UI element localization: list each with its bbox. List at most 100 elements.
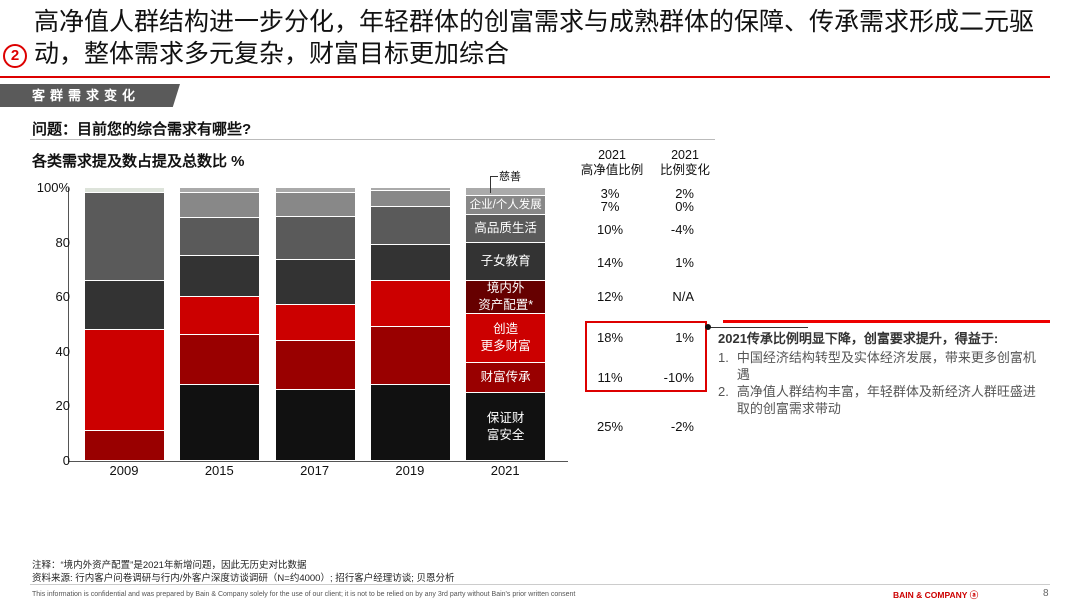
bar-segment: [466, 313, 546, 363]
logo-mark-icon: ⓐ: [969, 590, 979, 600]
change-cell: 2%: [675, 186, 694, 201]
bar-segment: [370, 245, 450, 281]
bar-segment: [370, 188, 450, 191]
segment-label: 创造 更多财富: [480, 322, 531, 354]
bar-segment: [370, 280, 450, 328]
y-tick-label: 40: [55, 343, 70, 359]
share-cell: 12%: [596, 289, 624, 304]
bar-segment: [370, 327, 450, 385]
y-tick-label: 100%: [36, 180, 70, 195]
section-number-badge: 2: [3, 44, 27, 68]
segment-label: 财富传承: [480, 370, 531, 385]
segment-label: 保证财 富安全: [486, 410, 525, 442]
item-number: 2.: [718, 384, 729, 399]
page-title: 高净值人群结构进一步分化，年轻群体的创富需求与成熟群体的保障、传承需求形成二元驱…: [34, 8, 1035, 68]
segment-label: 高品质生活: [474, 221, 537, 236]
highlight-box: [585, 321, 707, 392]
chart-title: 各类需求提及数占提及总数比 %: [32, 153, 245, 170]
bar-segment: [275, 340, 355, 390]
bar-segment: [466, 242, 546, 281]
footnote: 注释：“境内外资产配置”是2021年新增问题，因此无历史对比数据: [32, 560, 307, 571]
bar-segment: [275, 390, 355, 461]
x-tick-label: 2019: [395, 463, 425, 478]
segment-label: 子女教育: [480, 254, 531, 269]
bar-segment: [85, 329, 164, 431]
callout-item: 2. 高净值人群结构丰富，年轻群体及新经济人群旺盛进取的创富需求带动: [718, 383, 1048, 417]
survey-question: 问题：目前您的综合需求有哪些?: [32, 121, 252, 138]
bar-segment: [275, 192, 355, 217]
footer-divider: [30, 584, 1050, 585]
share-cell: 18%: [596, 330, 624, 345]
header-label: 高净值比例: [580, 163, 644, 177]
bar-segment: [85, 193, 164, 281]
item-text: 中国经济结构转型及实体经济发展，带来更多创富机遇: [736, 350, 1036, 382]
charity-label: 慈善: [499, 171, 521, 183]
callout-item: 1. 中国经济结构转型及实体经济发展，带来更多创富机遇: [718, 349, 1048, 383]
change-cell: 1%: [675, 255, 694, 270]
y-tick-label: 20: [55, 398, 70, 414]
bar-segment: [275, 216, 355, 261]
header-year: 2021: [671, 148, 699, 162]
share-cell: 10%: [596, 222, 624, 237]
change-cell: -10%: [663, 370, 694, 385]
logo-text: BAIN & COMPANY: [893, 590, 968, 600]
table-header-share: 2021 高净值比例: [572, 148, 652, 178]
y-tick-label: 60: [55, 289, 70, 305]
bar-segment: [466, 362, 546, 393]
share-cell: 3%: [600, 186, 620, 201]
bar-segment: [370, 190, 450, 208]
segment-label: 企业/个人发展: [469, 199, 542, 212]
x-tick-label: 2015: [204, 463, 234, 478]
bar-segment: [275, 260, 355, 306]
bar-segment: [466, 215, 546, 243]
change-cell: 1%: [675, 330, 694, 345]
header-label: 比例变化: [659, 163, 710, 177]
change-cell: 0%: [675, 199, 694, 214]
callout-dot: [705, 324, 711, 330]
bar-segment: [466, 392, 546, 461]
bar-segment: [275, 305, 355, 341]
bain-logo: BAIN & COMPANY ⓐ: [893, 589, 978, 601]
callout-heading: 2021传承比例明显下降，创富要求提升，得益于:: [718, 331, 999, 346]
share-cell: 11%: [597, 370, 623, 385]
bar-segment: [180, 335, 260, 385]
source-note: 资料来源: 行内客户问卷调研与行内/外客户深度访谈调研（N=约4000）; 招行…: [32, 573, 455, 584]
header-year: 2021: [598, 148, 626, 162]
section-banner: 客群需求变化: [0, 84, 180, 107]
share-cell: 7%: [600, 199, 620, 214]
segment-label: 境内外 资产配置*: [478, 281, 534, 313]
item-number: 1.: [718, 350, 729, 365]
title-divider: [0, 76, 1050, 78]
bar-segment: [85, 430, 164, 461]
bar-segment: [370, 207, 450, 246]
x-tick-label: 2009: [109, 463, 139, 478]
callout-connector: [710, 327, 808, 328]
bar-segment: [466, 188, 546, 197]
x-tick-label: 2017: [300, 463, 330, 478]
bar-segment: [466, 196, 546, 216]
question-divider: [30, 139, 715, 140]
x-tick-label: 2021: [490, 463, 520, 478]
charity-leader-line: [490, 176, 498, 177]
page-number: 8: [1043, 588, 1049, 599]
share-cell: 25%: [596, 419, 624, 434]
bar-segment: [180, 297, 260, 336]
item-text: 高净值人群结构丰富，年轻群体及新经济人群旺盛进取的创富需求带动: [736, 384, 1036, 416]
change-cell: -4%: [670, 222, 694, 237]
confidentiality-notice: This information is confidential and was…: [32, 591, 576, 598]
callout: 2021传承比例明显下降，创富要求提升，得益于: 1. 中国经济结构转型及实体经济…: [718, 330, 1048, 417]
bar-segment: [85, 280, 164, 330]
change-cell: -2%: [670, 419, 694, 434]
bar-segment: [275, 188, 355, 193]
bar-segment: [466, 280, 546, 314]
y-tick-label: 0: [62, 453, 70, 468]
bar-segment: [180, 218, 260, 257]
bar-segment: [180, 384, 260, 461]
change-cell: N/A: [672, 289, 694, 304]
share-cell: 14%: [596, 255, 624, 270]
bar-segment: [180, 188, 260, 194]
bar-segment: [370, 384, 450, 461]
bar-segment: [180, 193, 260, 219]
callout-accent-line: [723, 320, 1050, 323]
y-tick-label: 80: [55, 234, 70, 250]
